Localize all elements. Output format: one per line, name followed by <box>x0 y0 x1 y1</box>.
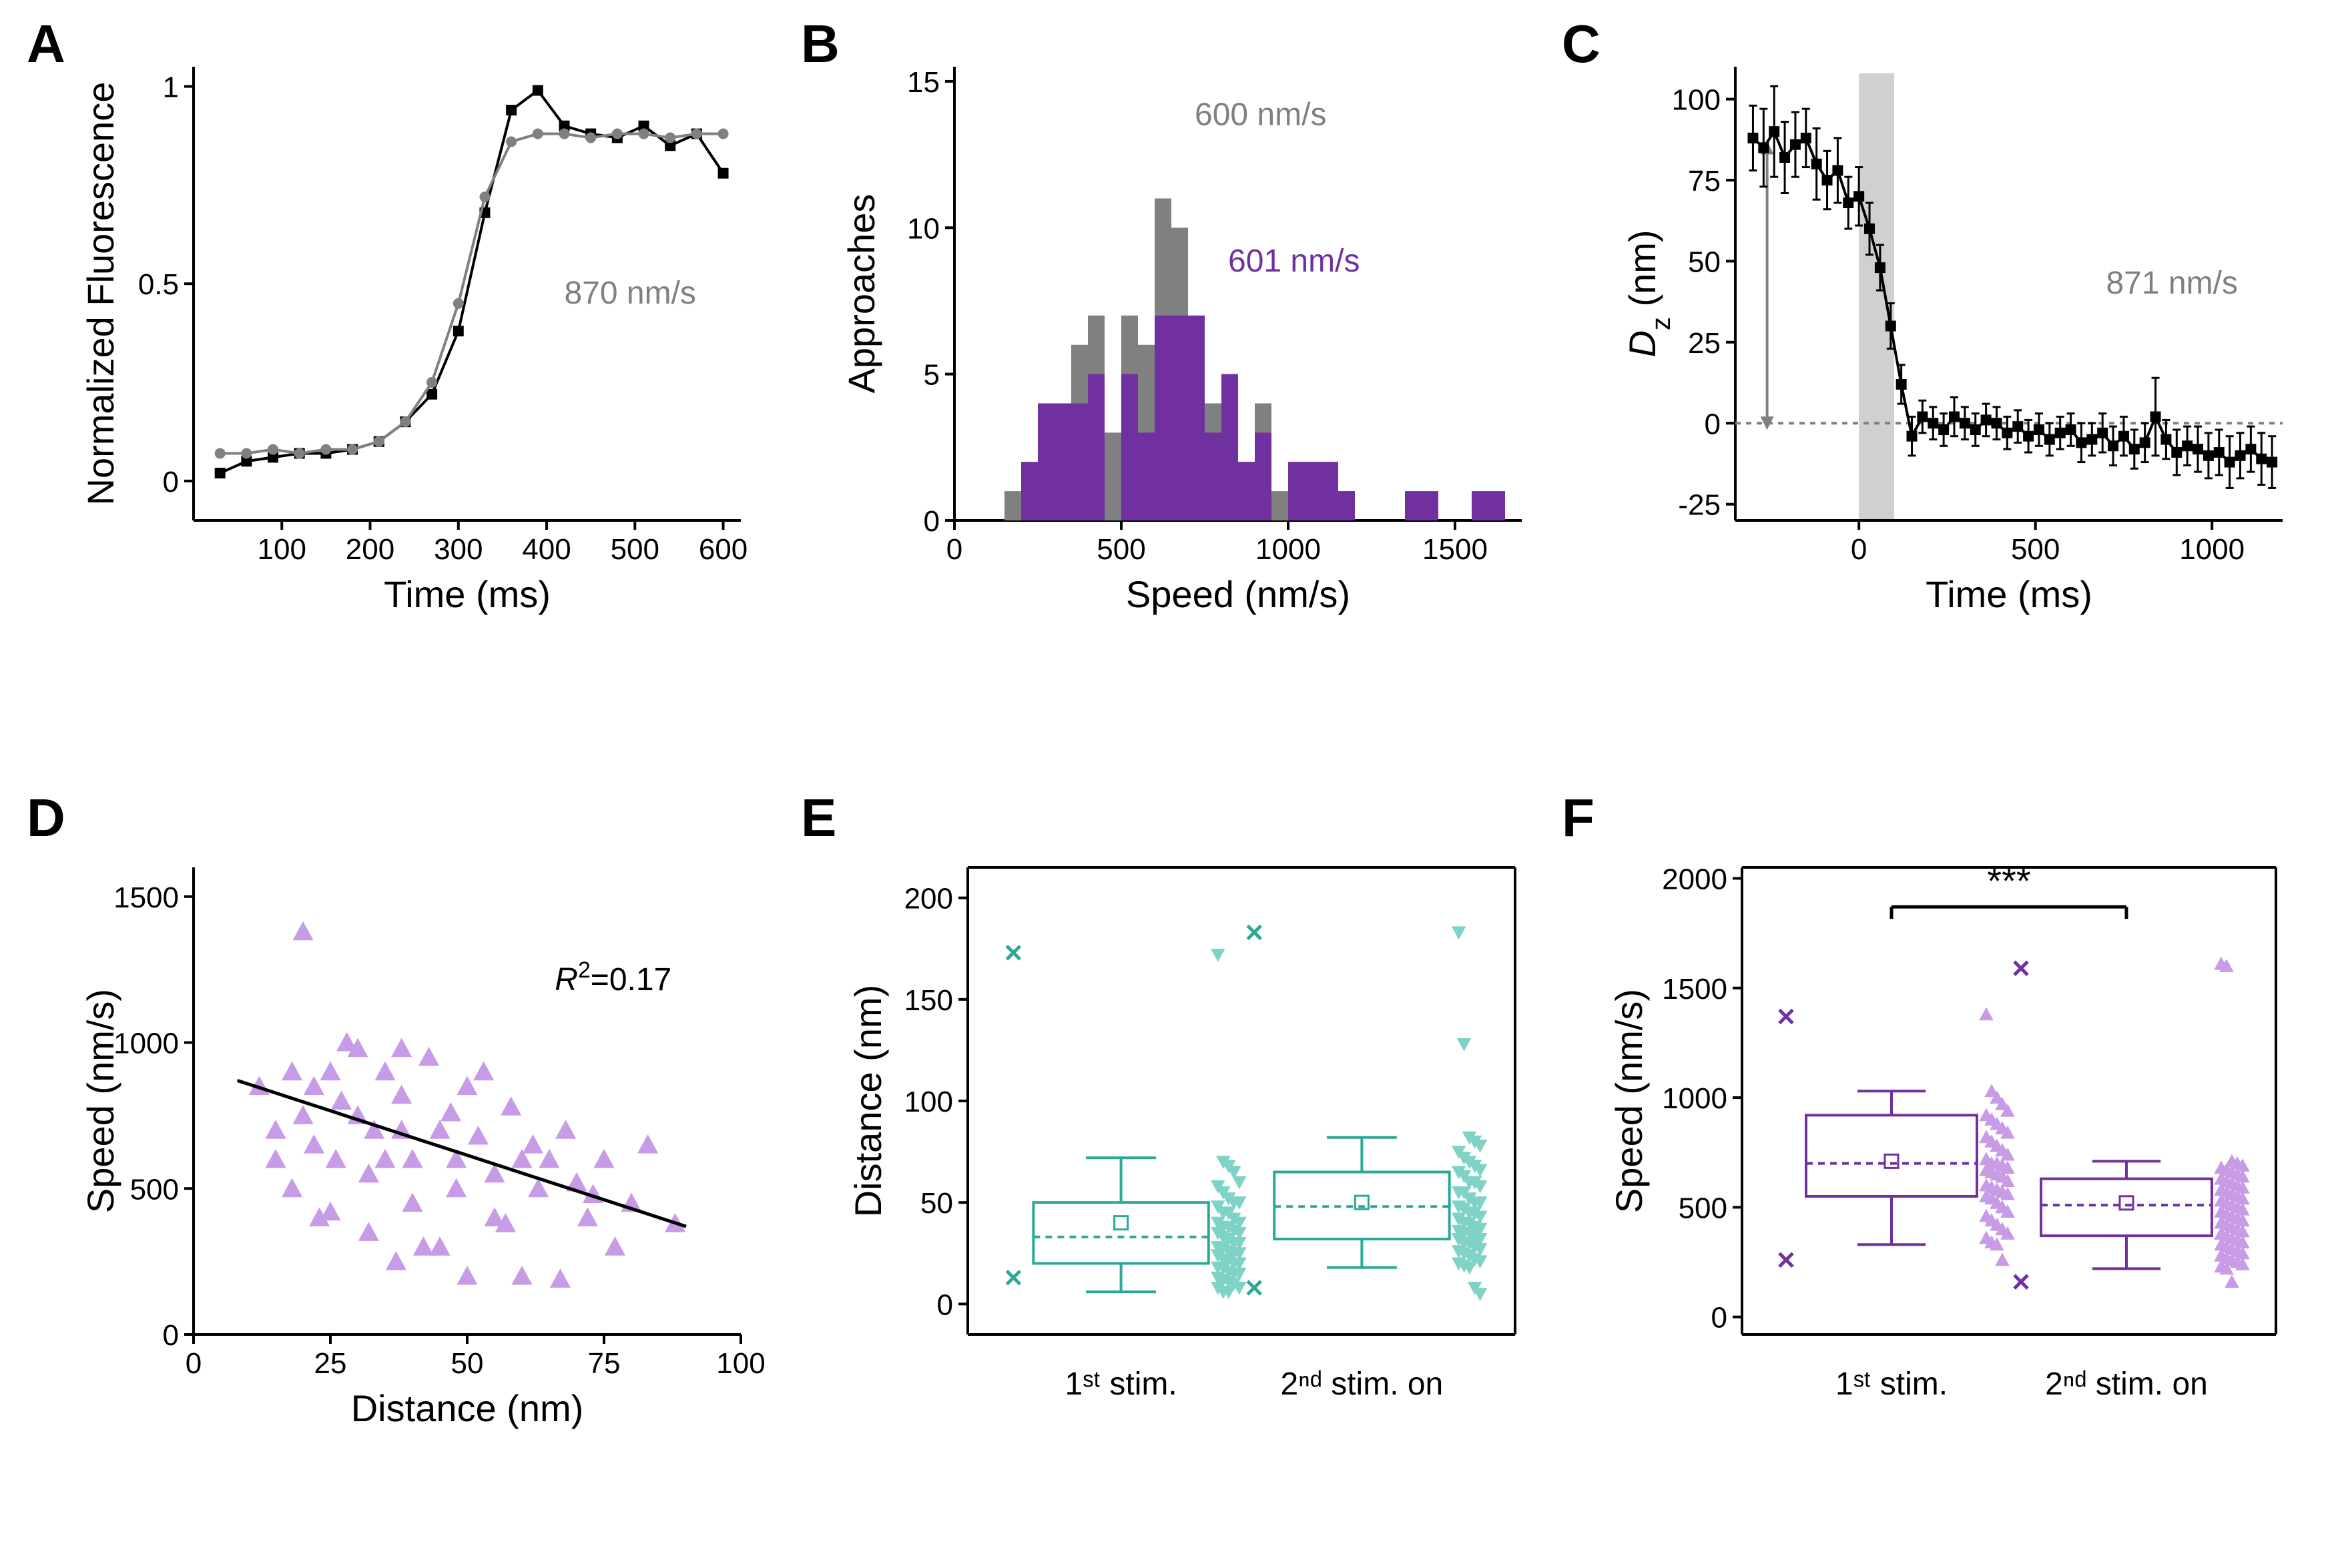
svg-text:400: 400 <box>522 533 571 566</box>
svg-text:R2=0.17: R2=0.17 <box>555 957 671 998</box>
svg-text:871 nm/s: 871 nm/s <box>2106 266 2237 301</box>
svg-text:600: 600 <box>699 533 748 566</box>
svg-text:Speed (nm/s): Speed (nm/s) <box>79 989 121 1213</box>
svg-text:Time (ms): Time (ms) <box>1926 573 2092 615</box>
panel-A-chart: 100 200 300 400 500 600 0 0.5 1 Time (ms) Normaliz… <box>80 40 781 674</box>
panel-F-chart: 0500100015002000Speed (nm/s)1ˢᵗ stim.2ⁿᵈ… <box>1615 814 2316 1515</box>
svg-text:5: 5 <box>924 359 940 392</box>
svg-text:200: 200 <box>904 883 953 915</box>
svg-text:75: 75 <box>1688 165 1721 198</box>
svg-text:100: 100 <box>716 1347 765 1380</box>
svg-text:100: 100 <box>1672 84 1721 117</box>
svg-text:75: 75 <box>588 1347 621 1380</box>
svg-text:500: 500 <box>2011 533 2060 566</box>
panel-label-D: D <box>27 787 65 849</box>
svg-text:0: 0 <box>1705 408 1721 440</box>
svg-text:Time (ms): Time (ms) <box>384 573 551 615</box>
svg-text:Distance (nm): Distance (nm) <box>847 985 889 1218</box>
svg-text:870 nm/s: 870 nm/s <box>564 276 695 311</box>
svg-text:25: 25 <box>1688 327 1721 360</box>
svg-text:25: 25 <box>314 1347 347 1380</box>
svg-text:1000: 1000 <box>1662 1082 1727 1115</box>
panel-label-E: E <box>801 787 836 849</box>
panel-C-chart: 0 500 1000 -25 0 25 50 75 100 Time (ms) Dz (nm) 871… <box>1615 40 2316 674</box>
panel-B-chart: 050010001500051015Speed (nm/s)Approaches… <box>854 40 1555 674</box>
panel-label-C: C <box>1562 13 1601 75</box>
svg-text:***: *** <box>1987 859 2030 901</box>
svg-text:0: 0 <box>924 505 940 538</box>
svg-text:601 nm/s: 601 nm/s <box>1228 244 1360 279</box>
panel-E-chart: 050100150200Distance (nm)1ˢᵗ stim.2ⁿᵈ st… <box>854 814 1555 1515</box>
svg-text:2000: 2000 <box>1662 863 1727 895</box>
svg-text:500: 500 <box>611 533 659 566</box>
svg-text:500: 500 <box>1679 1192 1727 1224</box>
svg-text:0: 0 <box>946 533 962 566</box>
svg-text:0: 0 <box>937 1288 953 1321</box>
svg-text:1000: 1000 <box>2179 533 2245 566</box>
panel-label-B: B <box>801 13 840 75</box>
svg-text:Normalized Fluorescence: Normalized Fluorescence <box>79 82 121 506</box>
svg-text:500: 500 <box>130 1173 179 1206</box>
svg-text:100: 100 <box>904 1086 953 1118</box>
svg-text:0.5: 0.5 <box>138 268 179 301</box>
svg-text:Approaches: Approaches <box>840 194 882 394</box>
panel-D-chart: 0255075100050010001500Distance (nm)Speed… <box>80 814 781 1515</box>
panel-label-A: A <box>27 13 65 75</box>
svg-text:Dz (nm): Dz (nm) <box>1621 230 1676 357</box>
svg-text:0: 0 <box>163 1319 179 1352</box>
svg-text:0: 0 <box>1851 533 1867 566</box>
svg-text:-25: -25 <box>1678 489 1721 522</box>
svg-text:Distance (nm): Distance (nm) <box>351 1387 584 1429</box>
svg-text:1000: 1000 <box>113 1028 179 1060</box>
svg-text:Speed (nm/s): Speed (nm/s) <box>1608 989 1650 1213</box>
svg-text:0: 0 <box>186 1347 202 1380</box>
panel-label-F: F <box>1562 787 1594 849</box>
svg-text:200: 200 <box>346 533 394 566</box>
svg-text:2ⁿᵈ stim. on: 2ⁿᵈ stim. on <box>1281 1366 1444 1402</box>
svg-text:1500: 1500 <box>1422 533 1488 566</box>
svg-text:1000: 1000 <box>1255 533 1321 566</box>
svg-text:1ˢᵗ stim.: 1ˢᵗ stim. <box>1835 1366 1948 1402</box>
svg-text:10: 10 <box>907 212 940 245</box>
figure-root: A B C D E F 10020030040050060000.51Time … <box>0 0 2328 1568</box>
svg-text:0: 0 <box>1711 1302 1727 1334</box>
svg-text:600 nm/s: 600 nm/s <box>1195 97 1326 133</box>
svg-text:300: 300 <box>434 533 483 566</box>
svg-text:15: 15 <box>907 66 940 99</box>
svg-text:1500: 1500 <box>1662 973 1727 1006</box>
svg-text:0: 0 <box>163 466 179 498</box>
svg-text:1500: 1500 <box>113 881 179 914</box>
svg-text:50: 50 <box>1688 246 1721 278</box>
svg-text:1ˢᵗ stim.: 1ˢᵗ stim. <box>1065 1366 1177 1402</box>
svg-text:100: 100 <box>258 533 306 566</box>
svg-text:50: 50 <box>451 1347 484 1380</box>
svg-text:Speed (nm/s): Speed (nm/s) <box>1126 573 1350 615</box>
svg-text:2ⁿᵈ stim. on: 2ⁿᵈ stim. on <box>2045 1366 2208 1402</box>
svg-text:150: 150 <box>904 984 953 1017</box>
svg-text:500: 500 <box>1097 533 1145 566</box>
svg-text:1: 1 <box>163 71 179 104</box>
svg-text:50: 50 <box>920 1187 953 1220</box>
